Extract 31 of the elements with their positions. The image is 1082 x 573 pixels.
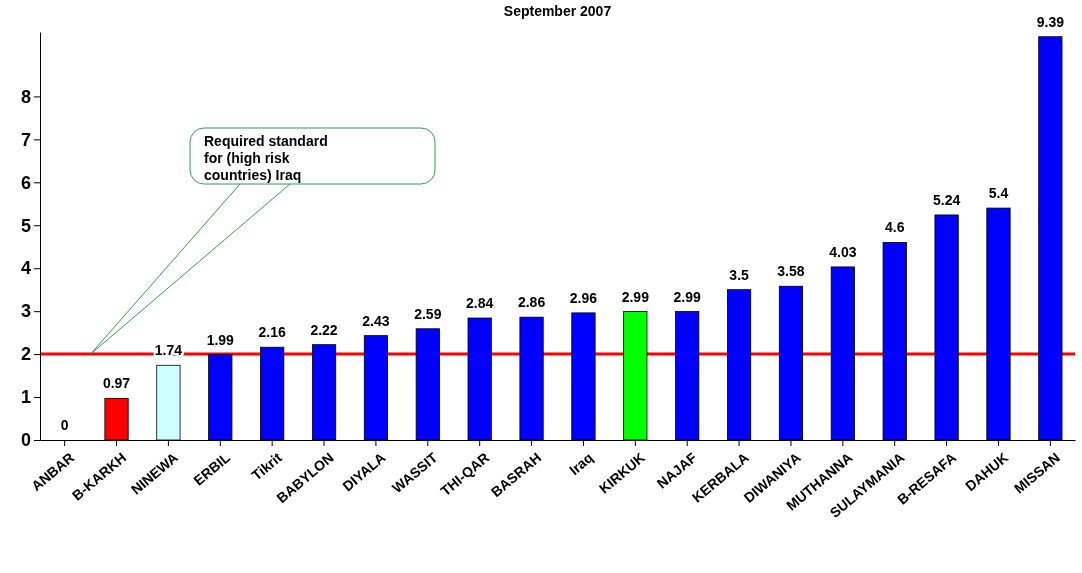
y-tick-label: 3 (20, 301, 31, 322)
y-tick-label: 4 (20, 258, 31, 279)
data-label: 2.99 (621, 288, 650, 305)
data-label: 4.6 (884, 219, 905, 236)
y-tick-label: 8 (20, 86, 31, 107)
y-tick-label: 1 (20, 387, 31, 408)
data-label: 3.58 (777, 263, 805, 280)
data-label: 2.96 (569, 289, 598, 306)
data-label: 2.86 (517, 294, 546, 311)
data-label: 5.4 (988, 185, 1009, 202)
y-tick-label: 6 (20, 172, 31, 193)
x-tick-label: Iraq (566, 449, 597, 479)
chart-title: September 2007 (503, 3, 612, 19)
data-label: 4.03 (829, 243, 857, 260)
y-tick-label: 5 (20, 215, 31, 236)
data-label: 2.59 (414, 305, 442, 322)
y-tick-label: 0 (20, 430, 31, 451)
data-label: 0.97 (102, 375, 131, 392)
data-label: 9.39 (1036, 13, 1065, 30)
data-label: 2.43 (362, 312, 390, 329)
data-label: 2.16 (258, 324, 286, 341)
y-tick-label: 2 (20, 344, 31, 365)
data-label: 3.5 (729, 266, 750, 283)
data-label: 5.24 (932, 191, 961, 208)
annotation: Required standard for (high risk countries) Iraq (204, 133, 328, 183)
data-label: 1.99 (206, 331, 235, 348)
data-label: 0 (60, 417, 69, 433)
data-label: 2.22 (310, 321, 338, 338)
y-tick-label: 7 (20, 129, 31, 150)
data-label: 2.99 (673, 288, 702, 305)
data-label: 2.84 (466, 295, 494, 312)
